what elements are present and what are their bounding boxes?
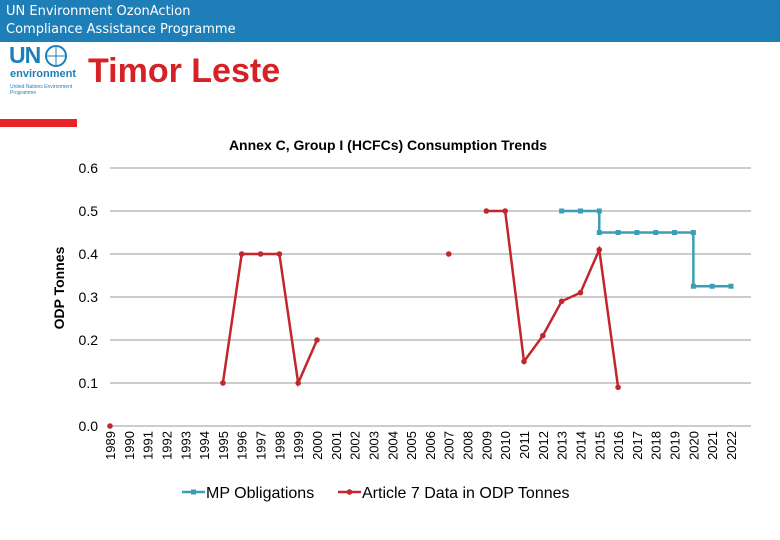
- mp-obligations-point: [653, 230, 659, 235]
- x-tick-labels: 1989 1990 1991 1992 1993 1994 1995 1996 1997 1998…: [103, 431, 739, 460]
- article-7-line: [486, 209, 620, 388]
- legend-label-mp: MP Obligations: [206, 485, 314, 502]
- page-title: Timor Leste: [88, 52, 281, 90]
- logo-un-text: UN: [9, 42, 41, 68]
- legend-marker-mp: [191, 489, 196, 495]
- x-tick-label: 1991: [141, 431, 156, 460]
- x-tick-label: 1990: [122, 431, 137, 460]
- series-layer: [107, 208, 734, 429]
- x-tick-label: 2017: [630, 431, 645, 460]
- x-tick-label: 2006: [423, 431, 438, 460]
- x-tick-label: 2003: [366, 431, 381, 460]
- mp-obligations-point: [615, 230, 621, 235]
- chart-title: Annex C, Group I (HCFCs) Consumption Tre…: [229, 137, 547, 153]
- x-tick-label: 1995: [216, 431, 231, 460]
- article-7-point: [445, 251, 452, 257]
- x-tick-label: 2009: [479, 431, 494, 460]
- mp-obligations-point: [728, 283, 734, 289]
- legend-label-article-7: Article 7 Data in ODP Tonnes: [362, 485, 570, 502]
- un-environment-logo: UN environment United Nations Environmen…: [0, 42, 77, 119]
- y-tick-label: 0.5: [79, 203, 99, 219]
- x-tick-label: 2019: [668, 431, 683, 460]
- x-tick-label: 1989: [103, 431, 118, 460]
- x-tick-label: 2022: [724, 431, 739, 460]
- y-tick-label: 0.6: [79, 160, 99, 176]
- article-7-line: [221, 252, 319, 388]
- un-emblem-icon: [45, 45, 67, 67]
- article-7-point: [295, 380, 301, 386]
- header-bar: UN Environment OzonAction Compliance Ass…: [0, 0, 780, 42]
- article-7-point: [276, 251, 283, 257]
- article-7-point: [257, 251, 264, 257]
- mp-obligations-point: [634, 230, 640, 235]
- logo-environment-text: environment: [10, 68, 77, 80]
- x-tick-label: 2002: [348, 431, 363, 460]
- x-tick-label: 2020: [686, 431, 701, 460]
- header-line-2: Compliance Assistance Programme: [6, 22, 236, 37]
- x-tick-label: 1997: [254, 431, 269, 460]
- x-tick-label: 2018: [649, 431, 664, 460]
- mp-obligations-point: [709, 283, 715, 289]
- header-line-1: UN Environment OzonAction: [6, 4, 191, 19]
- x-tick-label: 2001: [329, 431, 344, 460]
- article-7-point: [596, 246, 603, 253]
- x-tick-label: 2011: [517, 431, 532, 459]
- logo-accent-bar: [0, 119, 77, 127]
- x-tick-label: 1992: [159, 431, 174, 460]
- series-article-7: [107, 208, 621, 429]
- mp-obligations-point: [577, 208, 583, 214]
- article-7-point: [558, 298, 565, 305]
- legend-item-mp-obligations: MP Obligations: [182, 485, 314, 502]
- article-7-point: [540, 332, 546, 339]
- mp-obligations-point: [596, 208, 602, 214]
- mp-obligations-point: [690, 283, 696, 289]
- y-tick-label: 0.3: [79, 289, 99, 305]
- x-tick-label: 1998: [272, 431, 287, 460]
- mp-obligations-line: [561, 209, 731, 288]
- article-7-point: [577, 289, 584, 296]
- article-7-point: [220, 380, 226, 386]
- x-tick-label: 2010: [498, 431, 513, 460]
- y-tick-label: 0.1: [79, 375, 99, 391]
- x-tick-label: 2012: [536, 431, 551, 460]
- x-tick-label: 1994: [197, 431, 212, 460]
- grid-lines: [110, 167, 751, 427]
- legend-item-article-7: Article 7 Data in ODP Tonnes: [338, 485, 570, 502]
- x-tick-label: 2014: [573, 431, 588, 460]
- article-7-point: [521, 358, 527, 365]
- y-tick-label: 0.2: [79, 332, 99, 348]
- x-tick-label: 2013: [555, 431, 570, 460]
- y-tick-label: 0.0: [79, 418, 99, 434]
- x-tick-label: 2008: [461, 431, 476, 460]
- x-tick-label: 2004: [385, 431, 400, 460]
- legend-marker-article-7: [346, 489, 353, 495]
- series-mp-obligations: [559, 208, 734, 289]
- x-tick-label: 2000: [310, 431, 325, 460]
- article-7-point: [107, 423, 113, 429]
- article-7-point: [615, 384, 621, 391]
- y-axis-label: ODP Tonnes: [51, 246, 67, 329]
- y-tick-label: 0.4: [79, 246, 99, 262]
- x-tick-label: 1993: [178, 431, 193, 460]
- logo-subtitle-text: United Nations Environment Programme: [10, 84, 73, 96]
- mp-obligations-point: [690, 230, 696, 235]
- x-tick-label: 2007: [442, 431, 457, 460]
- article-7-point: [238, 251, 245, 257]
- article-7-point: [483, 208, 490, 214]
- legend: MP Obligations Article 7 Data in ODP Tonn…: [182, 485, 570, 502]
- mp-obligations-point: [559, 208, 565, 214]
- x-tick-label: 1999: [291, 431, 306, 460]
- x-tick-label: 1996: [235, 431, 250, 460]
- mp-obligations-point: [672, 230, 678, 235]
- mp-obligations-point: [596, 230, 602, 235]
- article-7-point: [314, 337, 320, 343]
- x-tick-label: 2016: [611, 431, 626, 460]
- x-tick-label: 2005: [404, 431, 419, 460]
- article-7-point: [502, 208, 508, 214]
- x-tick-label: 2015: [592, 431, 607, 460]
- x-tick-label: 2021: [705, 431, 720, 460]
- y-tick-labels: 0.0 0.1 0.2 0.3 0.4 0.5 0.6: [79, 160, 99, 434]
